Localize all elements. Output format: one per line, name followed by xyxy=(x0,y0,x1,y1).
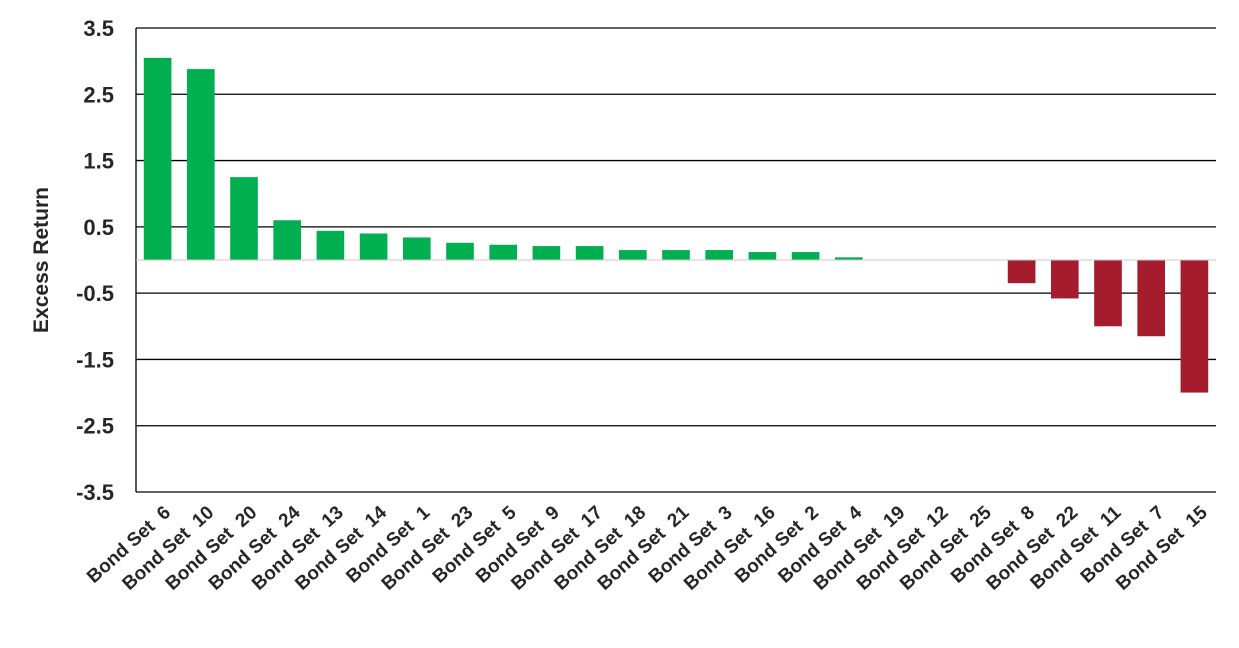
gridlines xyxy=(136,27,1216,493)
bar xyxy=(532,246,561,260)
bar xyxy=(1137,260,1166,337)
bar xyxy=(791,252,820,260)
bar xyxy=(359,233,388,260)
bars xyxy=(143,57,1209,393)
bar xyxy=(489,244,518,260)
y-tick-label: 3.5 xyxy=(83,16,114,41)
bar xyxy=(834,257,863,260)
bar xyxy=(143,57,172,261)
y-tick-label: -2.5 xyxy=(76,414,114,439)
bar xyxy=(402,237,431,260)
bar xyxy=(230,177,258,260)
y-tick-label: 1.5 xyxy=(83,149,114,174)
axes xyxy=(135,28,1216,492)
bar xyxy=(446,242,474,260)
bar xyxy=(618,250,647,260)
bar xyxy=(662,250,690,260)
bar xyxy=(748,252,777,260)
bar xyxy=(316,230,345,260)
bar xyxy=(1180,260,1209,393)
y-tick-label: -3.5 xyxy=(76,480,114,505)
y-tick-label: -1.5 xyxy=(76,347,114,372)
y-tick-label: 0.5 xyxy=(83,215,114,240)
bar xyxy=(186,69,215,261)
y-tick-label: 2.5 xyxy=(83,82,114,107)
bar xyxy=(1007,260,1036,284)
bar xyxy=(1050,260,1079,299)
bar xyxy=(575,246,604,260)
bar xyxy=(1094,260,1122,327)
y-axis-title: Excess Return xyxy=(30,187,53,333)
bar xyxy=(705,250,734,260)
y-tick-labels: 3.5 2.5 1.5 0.5 -0.5 -1.5 -2.5 -3.5 xyxy=(76,16,114,505)
bar xyxy=(273,220,302,260)
y-tick-label: -0.5 xyxy=(76,281,114,306)
